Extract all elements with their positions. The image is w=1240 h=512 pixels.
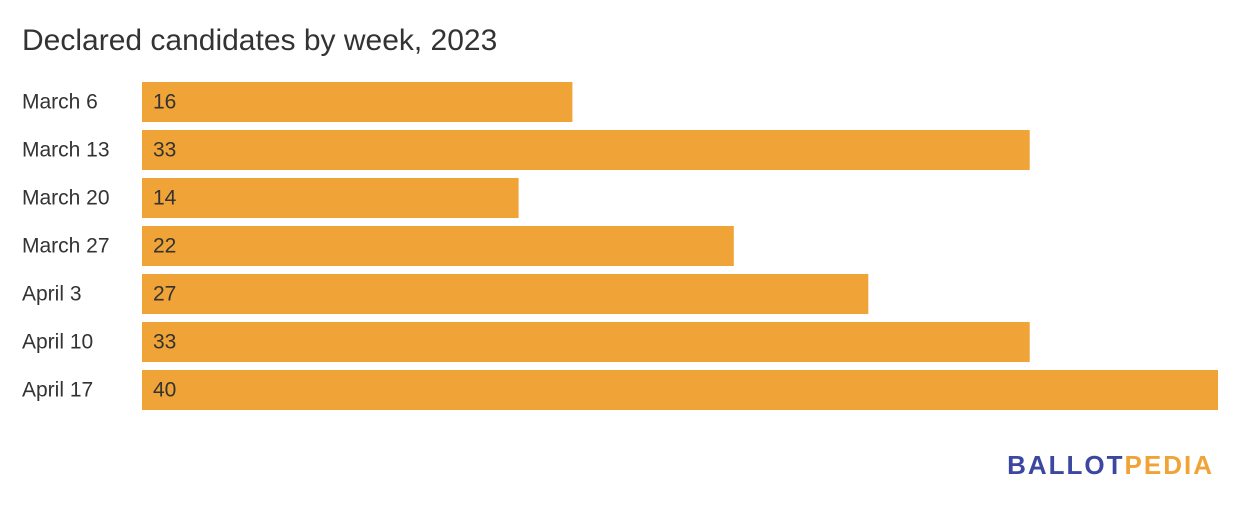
logo: BALLOTPEDIA xyxy=(1007,450,1214,480)
logo-part: BALLOT xyxy=(1007,450,1124,480)
bar xyxy=(142,226,734,266)
bar xyxy=(142,82,573,122)
value-label: 14 xyxy=(153,187,177,210)
bar xyxy=(142,274,869,314)
value-label: 33 xyxy=(153,139,176,162)
value-label: 40 xyxy=(153,379,176,402)
bar xyxy=(142,178,519,218)
category-label: March 13 xyxy=(22,139,110,162)
category-label: March 27 xyxy=(22,235,110,258)
chart-title: Declared candidates by week, 2023 xyxy=(22,24,497,57)
bar xyxy=(142,322,1030,362)
value-label: 16 xyxy=(153,91,176,114)
bar xyxy=(142,370,1218,410)
bar xyxy=(142,130,1030,170)
category-label: March 6 xyxy=(22,91,98,114)
category-label: March 20 xyxy=(22,187,110,210)
value-label: 22 xyxy=(153,235,176,258)
category-label: April 17 xyxy=(22,379,93,402)
value-label: 27 xyxy=(153,283,176,306)
category-label: April 3 xyxy=(22,283,82,306)
value-label: 33 xyxy=(153,331,176,354)
category-label: April 10 xyxy=(22,331,93,354)
logo-part: PEDIA xyxy=(1125,450,1214,480)
